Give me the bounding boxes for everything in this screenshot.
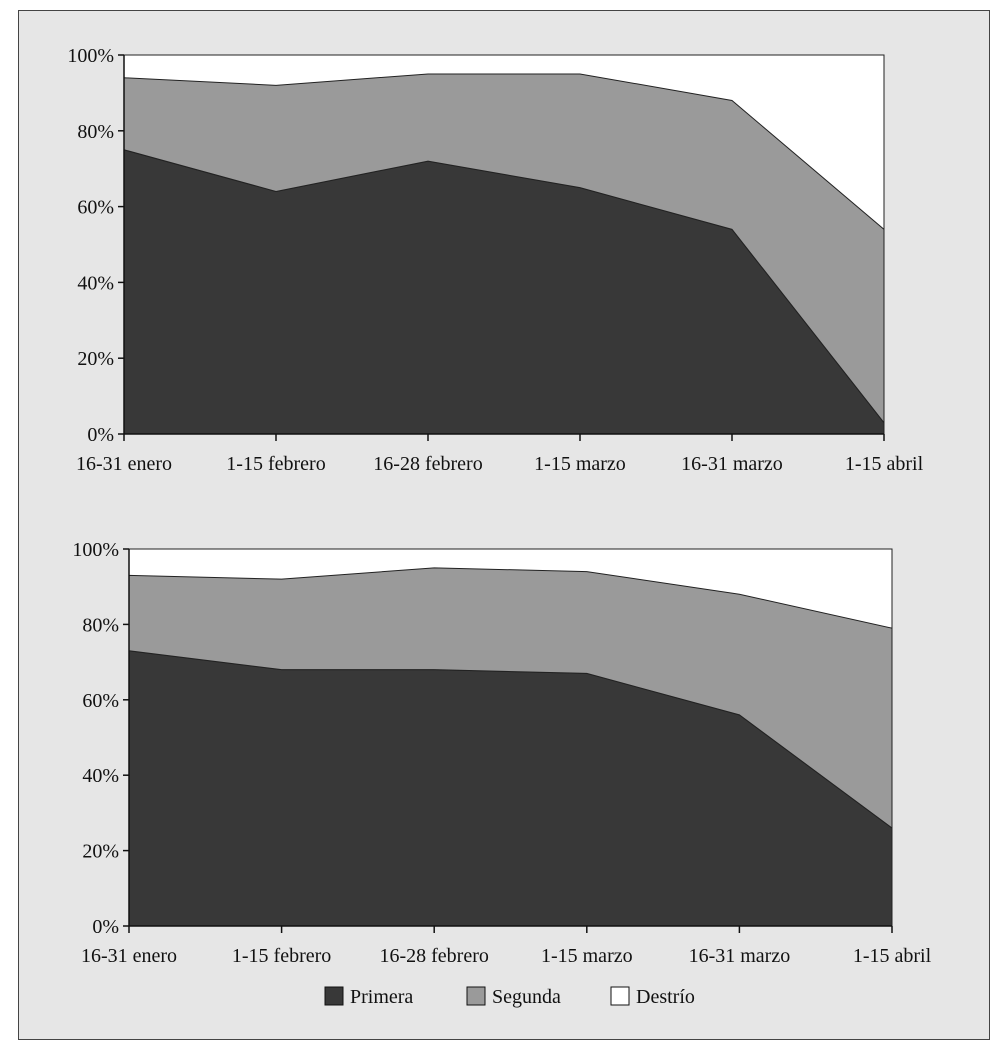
y-tick-label: 40% (82, 765, 119, 787)
y-tick-label: 80% (82, 614, 119, 636)
legend-swatch-destrío (610, 986, 630, 1006)
y-tick-label: 100% (67, 45, 114, 67)
area-series-segunda (123, 73, 885, 425)
x-tick-label: 1-15 marzo (534, 453, 626, 475)
y-tick-label: 20% (77, 348, 114, 370)
x-tick-label: 16-31 enero (76, 453, 172, 475)
legend-swatch-primera (324, 986, 344, 1006)
x-tick-label: 1-15 febrero (232, 945, 331, 967)
y-tick-label: 100% (72, 539, 119, 561)
y-tick-label: 40% (77, 272, 114, 294)
x-tick-label: 16-31 marzo (689, 945, 791, 967)
x-tick-label: 1-15 abril (853, 945, 932, 967)
y-tick-label: 80% (77, 121, 114, 143)
legend-swatch-segunda (466, 986, 486, 1006)
y-tick-label: 60% (77, 197, 114, 219)
x-tick-label: 16-31 enero (81, 945, 177, 967)
x-tick-label: 16-28 febrero (379, 945, 488, 967)
figure-panel: 0% 20% 40% 60% 80% 100% 16-31 enero 1-15 febrer… (18, 10, 990, 1040)
legend-label-primera: Primera (350, 986, 413, 1008)
x-tick-label: 16-28 febrero (373, 453, 482, 475)
x-tick-label: 16-31 marzo (681, 453, 783, 475)
y-tick-label: 0% (87, 424, 114, 446)
legend-label-segunda: Segunda (492, 986, 561, 1008)
y-tick-label: 0% (92, 916, 119, 938)
x-tick-label: 1-15 febrero (226, 453, 325, 475)
x-tick-label: 1-15 abril (845, 453, 924, 475)
area-series-segunda (128, 567, 893, 829)
y-tick-label: 60% (82, 690, 119, 712)
legend-label-destrío: Destrío (636, 986, 695, 1008)
chart-svg: 0% 20% 40% 60% 80% 100% 16-31 enero 1-15 febrer… (67, 45, 932, 1008)
x-tick-label: 1-15 marzo (541, 945, 633, 967)
y-tick-label: 20% (82, 841, 119, 863)
